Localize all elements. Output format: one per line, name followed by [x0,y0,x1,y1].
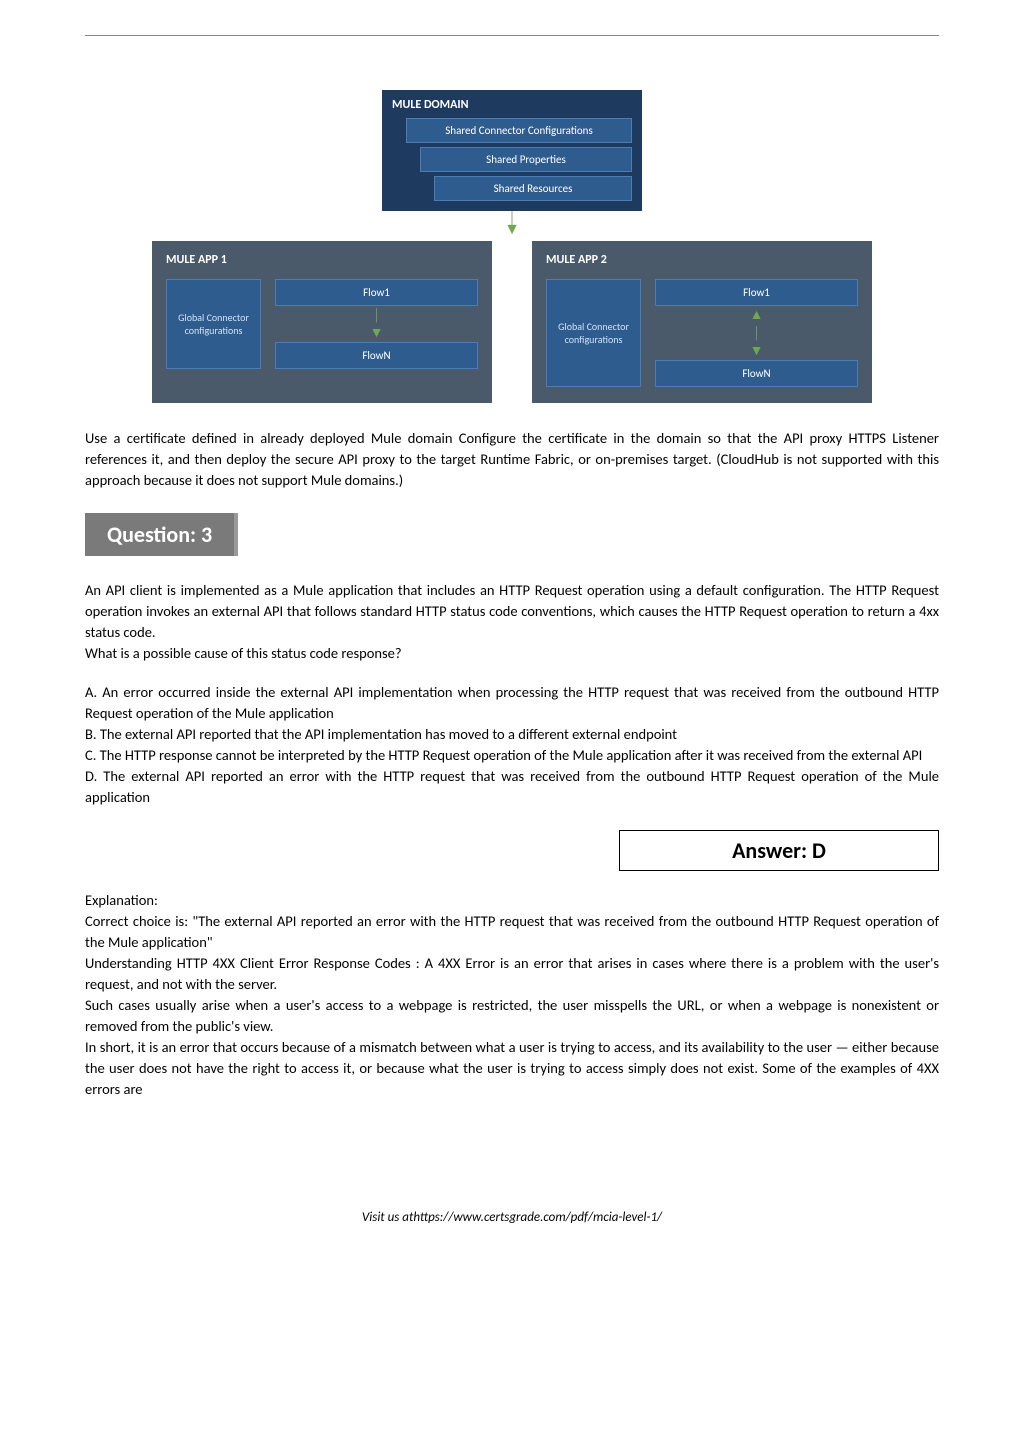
q-prompt-text: What is a possible cause of this status … [85,644,402,662]
expl-2: Understanding HTTP 4XX Client Error Resp… [85,954,939,993]
domain-inner-2: Shared Properties [420,147,632,172]
domain-box: MULE DOMAIN Shared Connector Configurati… [382,90,642,211]
arrow-icon: │▼ [275,306,478,342]
app1-flown: FlowN [275,342,478,369]
option-d: D. The external API reported an error wi… [85,767,939,806]
domain-explanation: Use a certificate defined in already dep… [85,428,939,491]
app2-title: MULE APP 2 [546,253,858,267]
explanation-label: Explanation: [85,891,939,909]
answer-box: Answer: D [619,830,939,871]
app1-flow1: Flow1 [275,279,478,306]
expl-4: In short, it is an error that occurs bec… [85,1038,939,1098]
app2-flown: FlowN [655,360,858,387]
arrow-down-icon: │▼ [152,215,872,235]
expl-1: Correct choice is: "The external API rep… [85,912,939,951]
top-rule [85,35,939,36]
options-block: A. An error occurred inside the external… [85,682,939,808]
domain-inner-1: Shared Connector Configurations [406,118,632,143]
question-body: An API client is implemented as a Mule a… [85,580,939,664]
expl-3: Such cases usually arise when a user's a… [85,996,939,1035]
option-a: A. An error occurred inside the external… [85,683,939,722]
app1-title: MULE APP 1 [166,253,478,267]
arrow-icon: ▲│▼ [655,306,858,360]
domain-inner-3: Shared Resources [434,176,632,201]
mule-domain-diagram: MULE DOMAIN Shared Connector Configurati… [152,90,872,403]
option-b: B. The external API reported that the AP… [85,725,677,743]
app-box-2: MULE APP 2 Global Connector configuratio… [532,241,872,403]
footer-link: Visit us athttps://www.certsgrade.com/pd… [85,1210,939,1225]
app1-gc: Global Connector configurations [166,279,261,369]
explanation-text: Correct choice is: "The external API rep… [85,911,939,1100]
domain-title: MULE DOMAIN [392,98,632,112]
question-header: Question: 3 [85,513,238,556]
option-c: C. The HTTP response cannot be interpret… [85,746,922,764]
q-body-text: An API client is implemented as a Mule a… [85,581,939,641]
app-box-1: MULE APP 1 Global Connector configuratio… [152,241,492,403]
app2-flow1: Flow1 [655,279,858,306]
apps-row: MULE APP 1 Global Connector configuratio… [152,241,872,403]
app2-gc: Global Connector configurations [546,279,641,387]
